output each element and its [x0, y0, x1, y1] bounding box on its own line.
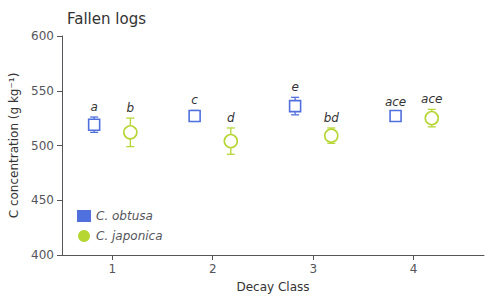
- svg-text:bd: bd: [324, 111, 340, 125]
- svg-text:C concentration (g kg⁻¹): C concentration (g kg⁻¹): [7, 73, 21, 219]
- svg-text:a: a: [90, 100, 97, 114]
- svg-text:550: 550: [31, 84, 54, 98]
- svg-text:Fallen logs: Fallen logs: [67, 10, 146, 28]
- svg-text:2: 2: [209, 262, 217, 276]
- svg-text:450: 450: [31, 193, 54, 207]
- svg-text:4: 4: [410, 262, 418, 276]
- svg-text:C. obtusa: C. obtusa: [96, 209, 153, 223]
- svg-text:c: c: [191, 93, 198, 107]
- svg-text:ace: ace: [421, 92, 442, 106]
- svg-text:C. japonica: C. japonica: [96, 229, 163, 243]
- svg-text:500: 500: [31, 139, 54, 153]
- svg-text:400: 400: [31, 248, 54, 262]
- svg-text:1: 1: [108, 262, 116, 276]
- svg-text:d: d: [227, 111, 235, 125]
- svg-text:b: b: [127, 101, 135, 115]
- svg-text:600: 600: [31, 29, 54, 43]
- svg-text:3: 3: [309, 262, 317, 276]
- svg-text:Decay Class: Decay Class: [236, 280, 309, 294]
- svg-text:ace: ace: [385, 95, 406, 109]
- svg-text:e: e: [291, 80, 298, 94]
